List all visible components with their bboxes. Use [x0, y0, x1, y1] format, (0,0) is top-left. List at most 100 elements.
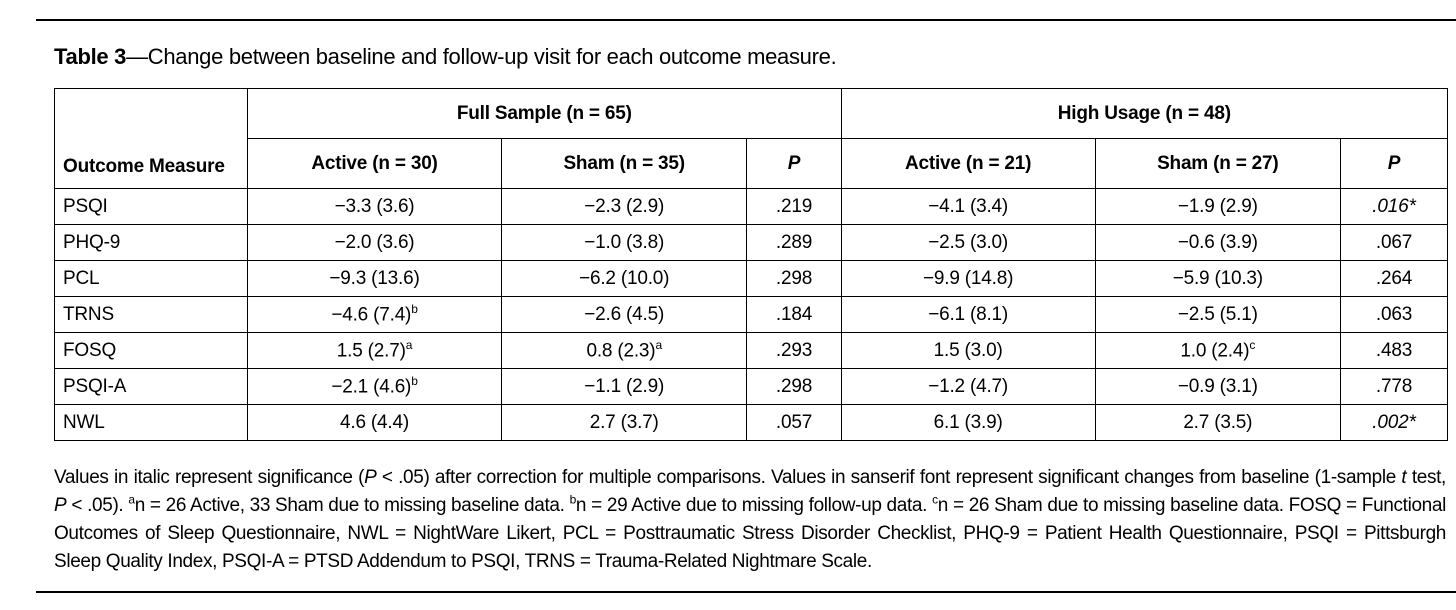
cell-note: a: [405, 338, 413, 353]
table-cell: −2.5 (5.1): [1094, 296, 1341, 333]
table-cell: .264: [1339, 260, 1449, 297]
cell-value: 4.6 (4.4): [340, 411, 409, 433]
footnote-italic: P: [54, 495, 67, 516]
cell-value: PCL: [63, 267, 100, 289]
table-cell: −5.9 (10.3): [1094, 260, 1341, 297]
cell-value: .184: [775, 303, 813, 325]
cell-value: −3.3 (3.6): [334, 195, 415, 217]
results-table: Outcome Measure Full Sample (n = 65) Hig…: [54, 88, 1449, 441]
table-cell: −4.6 (7.4)b: [246, 296, 503, 333]
table-cell: 2.7 (3.5): [1094, 404, 1341, 441]
cell-value: .264: [1375, 267, 1413, 289]
cell-value: .002*: [1372, 411, 1416, 433]
table-cell: −6.2 (10.0): [501, 260, 748, 297]
cell-value: 1.5 (2.7): [336, 340, 406, 362]
table-row: FOSQ 1.5 (2.7)a 0.8 (2.3)a .293 1.5 (3.0) 1.0…: [54, 332, 1449, 369]
cell-value: NWL: [63, 411, 105, 433]
cell-value: −1.9 (2.9): [1177, 195, 1258, 217]
table-row: NWL 4.6 (4.4) 2.7 (3.7) .057 6.1 (3.9) 2.7 (3…: [54, 404, 1449, 441]
cell-value: 0.8 (2.3): [586, 340, 656, 362]
cell-value: −2.3 (2.9): [584, 195, 665, 217]
cell-value: −4.1 (3.4): [928, 195, 1009, 217]
cell-value: −5.9 (10.3): [1172, 267, 1263, 289]
table-cell: 0.8 (2.3)a: [501, 332, 748, 369]
cell-value: PHQ-9: [63, 231, 121, 253]
cell-value: −1.2 (4.7): [928, 375, 1009, 397]
cell-value: .063: [1375, 303, 1413, 325]
table-cell: .483: [1339, 332, 1449, 369]
table-cell: .184: [746, 296, 842, 333]
row-label: PSQI-A: [54, 368, 248, 405]
cell-value: .483: [1375, 339, 1413, 361]
table-cell: −1.9 (2.9): [1094, 188, 1341, 225]
table-cell: −2.0 (3.6): [246, 224, 503, 261]
column-header: P: [746, 138, 842, 189]
footnote-mark: b: [569, 492, 577, 507]
cell-value: −0.6 (3.9): [1177, 231, 1258, 253]
table-cell: .016*: [1339, 188, 1449, 225]
table-cell: 6.1 (3.9): [840, 404, 1096, 441]
cell-value: 2.7 (3.7): [589, 411, 659, 433]
cell-value: .298: [775, 375, 813, 397]
table-row: TRNS −4.6 (7.4)b −2.6 (4.5) .184 −6.1 (8.1) −…: [54, 296, 1449, 333]
cell-value: −2.1 (4.6): [331, 376, 412, 398]
column-header: Active (n = 21): [840, 138, 1096, 189]
footnote: Values in italic represent significance …: [54, 464, 1446, 576]
cell-value: −9.9 (14.8): [923, 267, 1014, 289]
cell-value: .057: [775, 411, 813, 433]
cell-value: 6.1 (3.9): [933, 411, 1003, 433]
table-body: PSQI −3.3 (3.6) −2.3 (2.9) .219 −4.1 (3.4) −1…: [54, 188, 1449, 441]
cell-note: a: [655, 338, 662, 353]
row-label: NWL: [54, 404, 248, 441]
column-header: Active (n = 30): [246, 138, 503, 189]
footnote-text: n = 29 Active due to missing follow-up d…: [575, 495, 933, 516]
cell-value: .298: [775, 267, 813, 289]
table-label: Table 3: [54, 44, 127, 69]
footnote-text: < .05).: [66, 495, 129, 516]
table-cell: .063: [1339, 296, 1449, 333]
cell-value: .289: [775, 231, 813, 253]
table-row: PSQI −3.3 (3.6) −2.3 (2.9) .219 −4.1 (3.4) −1…: [54, 188, 1449, 225]
bottom-rule: [36, 591, 1456, 593]
table-cell: 1.5 (3.0): [840, 332, 1096, 369]
table-cell: −2.1 (4.6)b: [246, 368, 503, 405]
cell-note: b: [411, 374, 418, 389]
table-row: PHQ-9 −2.0 (3.6) −1.0 (3.8) .289 −2.5 (3.0) −…: [54, 224, 1449, 261]
table-cell: 2.7 (3.7): [501, 404, 748, 441]
table-cell: .057: [746, 404, 842, 441]
table-cell: .778: [1339, 368, 1449, 405]
table-cell: −0.6 (3.9): [1094, 224, 1341, 261]
group-header: Full Sample (n = 65): [247, 88, 842, 139]
row-label: PCL: [54, 260, 248, 297]
table-cell: −9.9 (14.8): [840, 260, 1096, 297]
cell-value: −2.6 (4.5): [584, 303, 665, 325]
column-header: Sham (n = 27): [1094, 138, 1341, 189]
table-caption: —Change between baseline and follow-up v…: [126, 44, 837, 69]
table-cell: −6.1 (8.1): [840, 296, 1096, 333]
table-cell: −1.0 (3.8): [501, 224, 748, 261]
footnote-text: n = 26 Sham due to missing baseline data…: [54, 495, 1446, 572]
cell-value: PSQI: [63, 195, 108, 217]
cell-value: .067: [1375, 231, 1413, 253]
table-cell: −9.3 (13.6): [246, 260, 503, 297]
footnote-text: test,: [1406, 467, 1447, 488]
cell-value: −1.1 (2.9): [584, 375, 665, 397]
table-cell: .067: [1339, 224, 1449, 261]
footnote-text: n = 26 Active, 33 Sham due to missing ba…: [134, 495, 570, 516]
cell-value: 1.0 (2.4): [1180, 340, 1250, 362]
cell-value: −0.9 (3.1): [1177, 375, 1258, 397]
row-label: PSQI: [54, 188, 248, 225]
cell-value: .016*: [1372, 195, 1416, 217]
cell-value: −6.1 (8.1): [928, 303, 1009, 325]
group-header: High Usage (n = 48): [840, 88, 1449, 139]
table-cell: .002*: [1339, 404, 1449, 441]
footnote-text: < .05) after correction for multiple com…: [376, 467, 1402, 488]
table-cell: −0.9 (3.1): [1094, 368, 1341, 405]
cell-value: −2.5 (3.0): [928, 231, 1009, 253]
cell-note: c: [1249, 338, 1256, 353]
column-header: P: [1339, 138, 1449, 189]
cell-value: −2.0 (3.6): [334, 231, 415, 253]
table-cell: 1.5 (2.7)a: [246, 332, 503, 369]
cell-value: 1.5 (3.0): [933, 339, 1003, 361]
